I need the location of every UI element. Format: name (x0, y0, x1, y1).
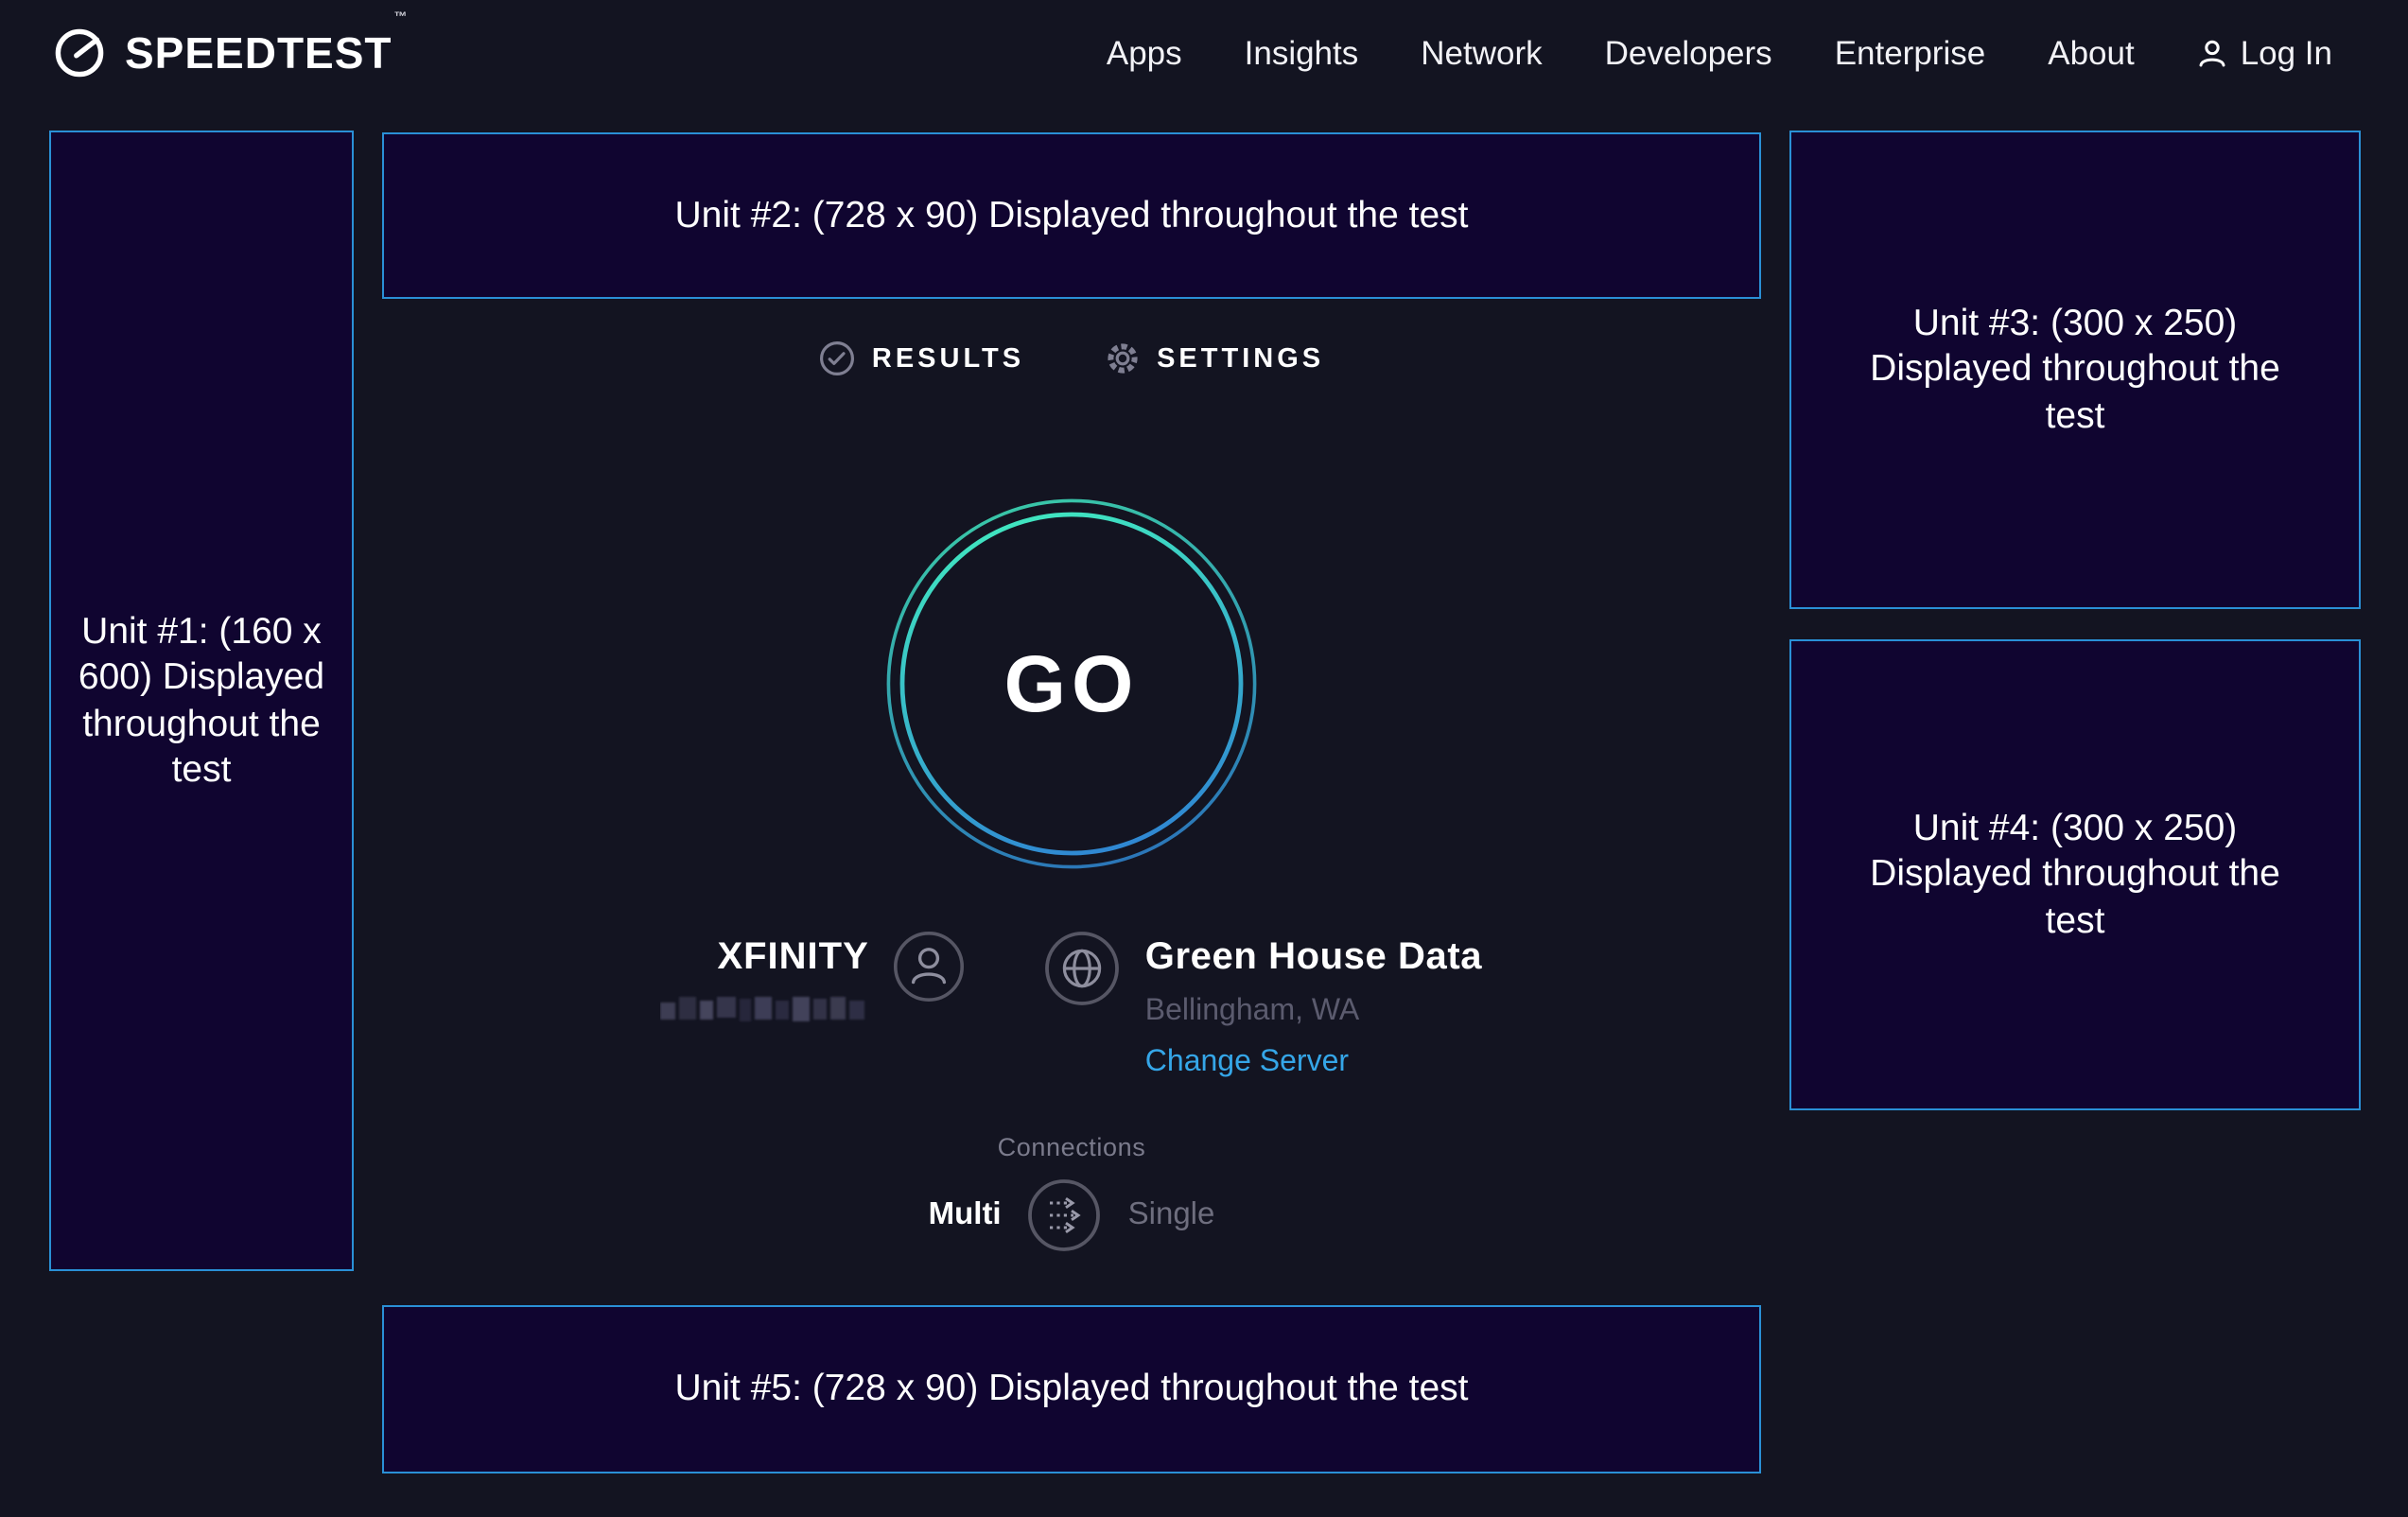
connection-meta: XFINITY (382, 931, 1761, 1080)
connections-toggle-icon[interactable] (1028, 1178, 1102, 1252)
connections-multi-option[interactable]: Multi (928, 1197, 1002, 1231)
connections-section: Connections Multi Single (382, 1133, 1761, 1252)
ad-unit-2: Unit #2: (728 x 90) Displayed throughout… (382, 132, 1761, 299)
trademark-mark: ™ (393, 10, 409, 24)
nav-insights[interactable]: Insights (1244, 33, 1359, 71)
server-block: Green House Data Bellingham, WA Change S… (1045, 931, 1482, 1080)
nav-developers[interactable]: Developers (1604, 33, 1772, 71)
ad-unit-4: Unit #4: (300 x 250) Displayed throughou… (1789, 639, 2361, 1110)
nav-network[interactable]: Network (1421, 33, 1543, 71)
avatar-icon (894, 931, 966, 1003)
redacted-ip (660, 995, 869, 1023)
server-location: Bellingham, WA (1144, 995, 1360, 1027)
view-tabs: RESULTS SETTINGS (382, 340, 1761, 376)
gauge-icon (51, 25, 108, 81)
change-server-link[interactable]: Change Server (1144, 1046, 1350, 1078)
connections-single-option[interactable]: Single (1127, 1197, 1215, 1231)
gear-icon (1104, 340, 1140, 376)
nav-about[interactable]: About (2048, 33, 2135, 71)
isp-name[interactable]: XFINITY (717, 936, 869, 978)
login-button[interactable]: Log In (2197, 33, 2332, 73)
go-rings (886, 498, 1257, 869)
server-name[interactable]: Green House Data (1144, 936, 1483, 978)
isp-block: XFINITY (660, 931, 966, 1023)
ad-unit-1: Unit #1: (160 x 600) Displayed throughou… (49, 131, 354, 1271)
go-button[interactable]: GO (885, 497, 1258, 870)
ad-unit-3: Unit #3: (300 x 250) Displayed throughou… (1789, 131, 2361, 609)
tab-results[interactable]: RESULTS (819, 340, 1024, 376)
nav-apps[interactable]: Apps (1106, 33, 1182, 71)
header: SPEEDTEST™ Apps Insights Network Develop… (0, 0, 2408, 106)
go-label: GO (1003, 638, 1140, 727)
user-icon (2197, 37, 2229, 69)
main-nav: Apps Insights Network Developers Enterpr… (1107, 33, 2332, 73)
nav-enterprise[interactable]: Enterprise (1834, 33, 1986, 71)
tab-settings[interactable]: SETTINGS (1104, 340, 1324, 376)
globe-icon (1045, 931, 1121, 1006)
speedtest-logo[interactable]: SPEEDTEST™ (51, 10, 409, 81)
logo-wordmark: SPEEDTEST™ (125, 10, 409, 77)
connections-label: Connections (997, 1133, 1146, 1161)
ad-unit-5: Unit #5: (728 x 90) Displayed throughout… (382, 1305, 1761, 1473)
check-circle-icon (819, 340, 855, 376)
